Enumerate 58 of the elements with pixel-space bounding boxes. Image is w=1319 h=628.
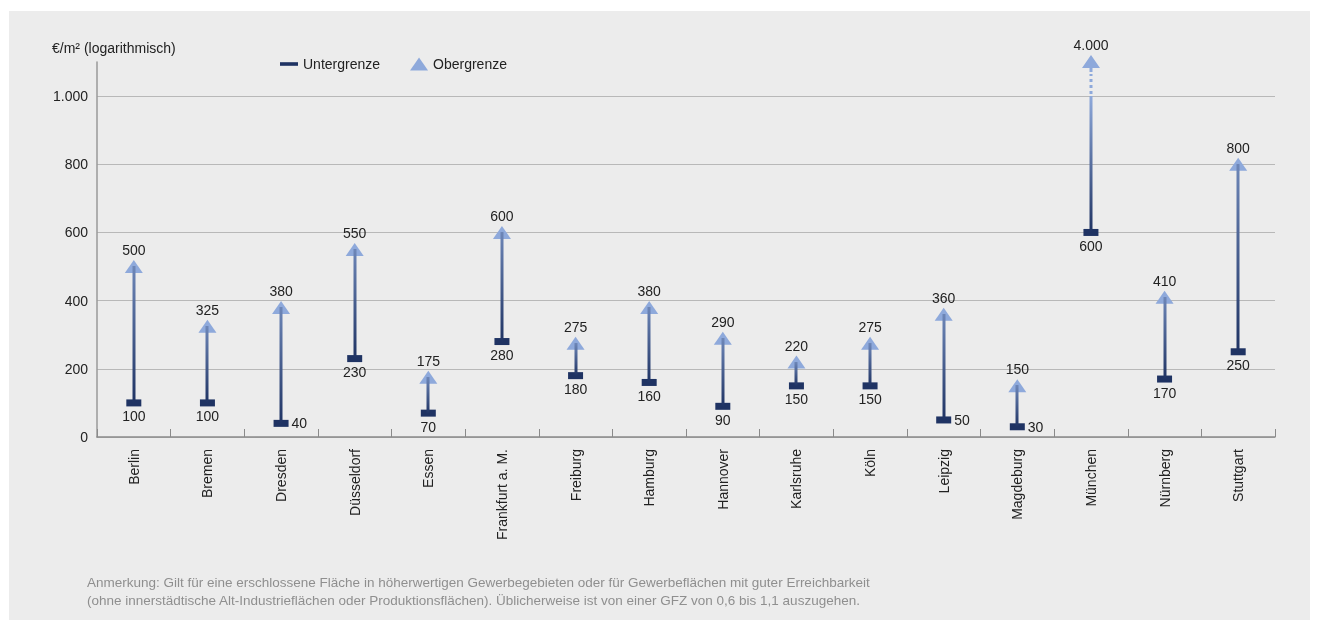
data-label: 600: [490, 207, 514, 224]
text: 4.000: [1073, 37, 1109, 53]
x-tick-label: Köln: [862, 449, 879, 478]
legend-label: Obergrenze: [433, 56, 508, 72]
data-label: 180: [563, 381, 588, 398]
data-label: 220: [784, 337, 809, 354]
x-tick-label: Leipzig: [935, 449, 952, 494]
x-tick-label: Bremen: [199, 449, 216, 499]
data-label: 280: [490, 347, 514, 364]
text: Anmerkung: Gilt für eine erschlossene Fläche in höherwertigen Gewerbegebieten oder für Gewerbeflächen mit guter Erreichbarkeit (ohne innerstädtische Alt-Industrieflächen oder Produktionsflächen). Üblicherweise ist von einer GFZ von 0,6 bis 1,1 auszugehen.: [87, 574, 870, 610]
x-tick-label: Hannover: [714, 448, 731, 510]
data-label: 90: [715, 411, 731, 428]
data-label: 50: [954, 411, 970, 428]
data-label: 275: [563, 318, 588, 335]
x-tick-label: Frankfurt a. M.: [493, 449, 510, 541]
data-label: 380: [269, 282, 293, 299]
data-label: 410: [1152, 272, 1177, 289]
y-tick-label: 0: [80, 429, 89, 445]
x-tick-label: Stuttgart: [1230, 448, 1247, 502]
data-label: 160: [637, 387, 662, 404]
data-label: 550: [343, 225, 367, 241]
x-tick-label: Düsseldorf: [346, 448, 363, 516]
x-tick-label: Essen: [420, 449, 437, 488]
x-tick-label: München: [1082, 449, 1099, 507]
data-label: 275: [858, 318, 882, 335]
y-tick-label: 200: [64, 360, 89, 377]
data-label: 70: [420, 418, 437, 435]
x-tick-label: Dresden: [273, 449, 290, 502]
data-label: 170: [1152, 384, 1177, 401]
data-label: 250: [1226, 357, 1251, 374]
data-label: 290: [711, 313, 735, 330]
x-tick-label: Freiburg: [567, 449, 584, 502]
data-label: 800: [1226, 139, 1251, 156]
data-label: 150: [858, 391, 882, 408]
y-tick-label: 800: [64, 156, 89, 173]
data-label: 30: [1027, 418, 1044, 435]
data-label: 40: [291, 415, 308, 432]
y-axis-title: €/m² (logarithmisch): [52, 40, 176, 56]
data-label: 150: [1005, 361, 1030, 378]
data-label: 360: [932, 289, 956, 306]
y-tick-label: 1.000: [52, 88, 89, 105]
x-tick-label: Karlsruhe: [788, 448, 805, 509]
y-tick-label: 400: [64, 292, 89, 309]
data-label: 600: [1079, 237, 1103, 254]
data-label: 325: [195, 301, 220, 318]
data-label: 230: [343, 364, 367, 381]
data-label: 100: [195, 408, 220, 425]
x-tick-label: Magdeburg: [1009, 449, 1026, 520]
y-tick-label: 600: [64, 224, 89, 241]
data-label: 150: [784, 391, 809, 408]
data-label: 175: [416, 352, 441, 369]
data-label: 380: [637, 282, 662, 299]
data-label: 500: [122, 242, 146, 259]
x-tick-label: Hamburg: [641, 449, 658, 507]
legend-label: Untergrenze: [303, 56, 381, 72]
data-label: 100: [122, 408, 146, 425]
x-tick-label: Nürnberg: [1156, 449, 1173, 508]
x-tick-label: Berlin: [125, 449, 142, 485]
